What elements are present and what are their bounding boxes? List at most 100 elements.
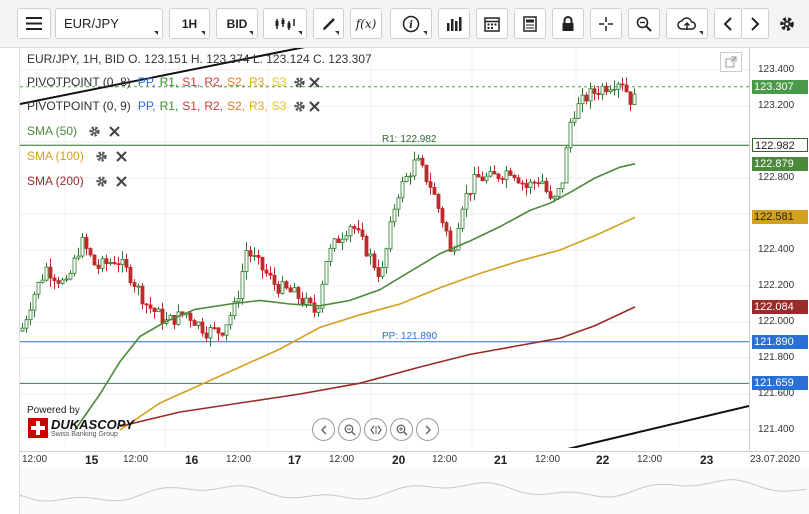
pivot-item-label: R1, (159, 75, 179, 89)
zoom-icon[interactable] (628, 8, 660, 39)
candle-body (600, 85, 605, 95)
caret-icon (423, 31, 427, 35)
candle-body (456, 227, 461, 251)
gear-icon[interactable] (773, 8, 801, 39)
price-chart[interactable]: R1: 122.982 PP: 121.890 (20, 48, 749, 448)
candle-body (436, 193, 441, 209)
side-button[interactable]: BID (216, 8, 258, 39)
candle-body (620, 83, 625, 86)
candle-body (248, 250, 253, 257)
calendar-icon[interactable] (476, 8, 508, 39)
candle-body (380, 267, 385, 277)
hamburger-menu-icon[interactable] (17, 8, 51, 39)
time-day-label: 17 (288, 453, 302, 467)
candle-body (228, 315, 233, 326)
candle-body (208, 327, 213, 339)
caret-icon (298, 31, 302, 35)
swiss-cross-icon (28, 418, 48, 438)
expand-icon[interactable] (720, 52, 742, 72)
price-marker-label: 122.879 (752, 156, 808, 171)
candle-body (316, 307, 321, 313)
sma-200-line (119, 306, 636, 428)
zoom-out-icon[interactable] (338, 418, 361, 441)
scroll-right-icon[interactable] (416, 418, 439, 441)
lock-icon[interactable] (552, 8, 584, 39)
candle-body (32, 293, 37, 311)
candle-body (516, 177, 521, 184)
candle-body (468, 193, 473, 195)
arrow-left-icon[interactable] (714, 8, 742, 39)
candle-body (500, 178, 505, 180)
powered-by-label: Powered by (27, 405, 80, 416)
candle-body (392, 208, 397, 223)
candle-body (100, 258, 105, 269)
fit-icon[interactable] (364, 418, 387, 441)
close-icon[interactable] (309, 76, 321, 88)
candle-body (524, 183, 529, 188)
candle-body (464, 193, 469, 210)
arrow-right-icon[interactable] (741, 8, 769, 39)
time-day-label: 22 (596, 453, 610, 467)
price-tick-label: 123.200 (758, 100, 795, 111)
close-icon[interactable] (109, 125, 120, 137)
candle-body (188, 312, 193, 321)
candle-body (604, 85, 609, 93)
gear-icon[interactable] (95, 175, 108, 188)
pivot-item-label: S3 (271, 99, 287, 113)
caret-icon (699, 31, 703, 35)
candle-body (612, 88, 617, 91)
candle-body (328, 247, 333, 262)
ohlc-text: EUR/JPY, 1H, BID O. 123.151 H. 123.374 L… (27, 52, 372, 66)
candle-body (236, 298, 241, 303)
candle-body (484, 175, 489, 182)
cloud-upload-icon[interactable] (666, 8, 708, 39)
candle-body (568, 121, 573, 149)
pivot-item-label: R2, (204, 75, 223, 89)
gear-icon[interactable] (95, 150, 108, 163)
candle-body (324, 261, 329, 285)
pp-level-label: PP: 121.890 (382, 331, 437, 342)
candle-body (400, 181, 405, 199)
time-day-label: 15 (85, 453, 99, 467)
pivot-item-label: R1, (159, 99, 179, 113)
close-icon[interactable] (309, 100, 321, 112)
chart-type-icon[interactable] (263, 8, 307, 39)
zoom-in-icon[interactable] (390, 418, 413, 441)
volume-icon[interactable] (438, 8, 470, 39)
time-axis[interactable]: 12:00 15 12:00 16 12:00 17 12:00 20 12:00 21 12:00… (20, 451, 809, 467)
crosshair-icon[interactable] (590, 8, 622, 39)
sma-50-name: SMA (50) (27, 124, 78, 138)
scroll-left-icon[interactable] (312, 418, 335, 441)
gear-icon[interactable] (293, 76, 306, 89)
function-icon[interactable]: f(x) (350, 8, 382, 39)
candle-body (536, 182, 541, 185)
candle-body (576, 103, 581, 119)
close-icon[interactable] (115, 150, 127, 162)
candle-body (244, 250, 249, 273)
info-icon[interactable]: i (390, 8, 432, 39)
candle-body (344, 235, 349, 240)
candle-body (396, 197, 401, 210)
candle-body (220, 332, 225, 336)
report-icon[interactable] (514, 8, 546, 39)
navigator-panel[interactable] (19, 467, 809, 514)
candle-body (232, 301, 237, 317)
candle-body (588, 88, 593, 102)
candle-body (608, 89, 613, 93)
symbol-select[interactable]: EUR/JPY (55, 8, 163, 39)
draw-icon[interactable] (313, 8, 344, 39)
candle-body (136, 285, 141, 288)
close-icon[interactable] (115, 175, 127, 187)
candle-body (24, 319, 29, 329)
price-marker-label: 122.581 (752, 210, 808, 225)
candle-body (628, 91, 633, 105)
timeframe-button[interactable]: 1H (169, 8, 210, 39)
candle-body (564, 147, 569, 184)
candle-body (572, 117, 577, 123)
gear-icon[interactable] (293, 100, 306, 113)
price-axis[interactable]: 123.400 123.200 122.800 122.400 122.200 122.0… (749, 48, 809, 451)
candle-body (480, 176, 485, 182)
pivot-item-label: S1, (182, 75, 201, 89)
candle-body (340, 238, 345, 243)
gear-icon[interactable] (88, 125, 101, 138)
